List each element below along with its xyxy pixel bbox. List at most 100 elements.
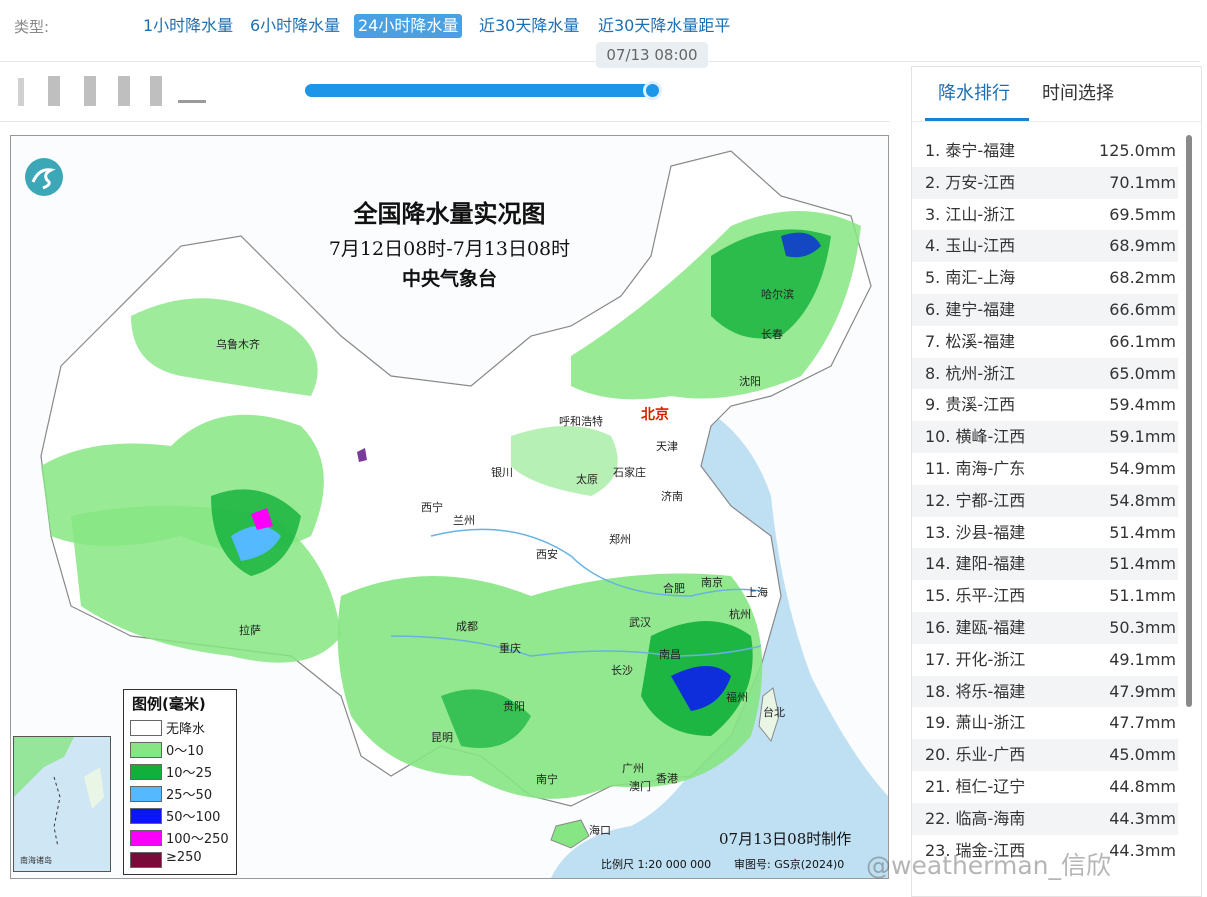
left-divider (0, 121, 890, 122)
ranking-row[interactable]: 8. 杭州-浙江 65.0mm (912, 357, 1178, 390)
legend-item: ≥250 (130, 849, 230, 870)
ranking-scrollbar[interactable] (1186, 135, 1192, 707)
time-slider-track[interactable] (305, 84, 657, 97)
city-label: 台北 (763, 706, 785, 719)
city-label: 南昌 (659, 648, 681, 661)
time-tooltip: 07/13 08:00 (596, 42, 708, 68)
legend-item: 25～50 (130, 783, 230, 804)
city-label: 杭州 (729, 608, 751, 621)
ranking-row[interactable]: 6. 建宁-福建 66.6mm (912, 293, 1178, 326)
city-label: 呼和浩特 (559, 415, 603, 428)
ranking-row[interactable]: 22. 临高-海南 44.3mm (912, 802, 1178, 835)
ranking-row[interactable]: 7. 松溪-福建 66.1mm (925, 331, 1176, 351)
tab-30d-precip[interactable]: 近30天降水量 (479, 16, 580, 35)
city-label: 石家庄 (613, 466, 646, 479)
city-label: 太原 (576, 473, 598, 486)
south-china-sea-inset: 南海诸岛 (13, 736, 111, 872)
tab-precip-ranking[interactable]: 降水排行 (938, 83, 1010, 104)
blurred-controls (18, 74, 208, 110)
ranking-row[interactable]: 20. 乐业-广西 45.0mm (912, 739, 1178, 771)
legend-item: 100～250 (130, 827, 230, 848)
ranking-row[interactable]: 1. 泰宁-福建 125.0mm (925, 141, 1176, 160)
ranking-row[interactable]: 2. 万安-江西 70.1mm (912, 166, 1178, 199)
legend-item: 0～10 (130, 739, 230, 760)
ranking-row[interactable]: 23. 瑞金-江西 44.3mm (925, 840, 1176, 860)
ranking-row[interactable]: 13. 沙县-福建 51.4mm (925, 522, 1176, 542)
legend-swatch (130, 764, 162, 780)
city-label: 兰州 (453, 514, 475, 527)
city-label: 成都 (456, 620, 478, 633)
legend-item: 50～100 (130, 805, 230, 826)
city-label: 南宁 (536, 773, 558, 786)
city-label: 重庆 (499, 642, 521, 655)
city-label: 昆明 (431, 731, 453, 744)
tab-6h-precip[interactable]: 6小时降水量 (250, 16, 341, 35)
legend-swatch (130, 786, 162, 802)
legend-swatch (130, 852, 162, 868)
map-review-number: 审图号: GS京(2024)0 (734, 858, 845, 871)
city-label: 广州 (622, 762, 644, 775)
ranking-row[interactable]: 18. 将乐-福建 47.9mm (912, 675, 1178, 708)
tab-1h-precip[interactable]: 1小时降水量 (143, 16, 234, 35)
ranking-row[interactable]: 14. 建阳-福建 51.4mm (912, 548, 1178, 581)
precip-map: 全国降水量实况图 7月12日08时-7月13日08时 中央气象台 乌鲁木齐 哈尔… (10, 135, 889, 879)
cma-logo-icon (25, 158, 63, 196)
legend-swatch (130, 742, 162, 758)
city-label: 长春 (761, 328, 783, 341)
city-label: 郑州 (609, 533, 631, 546)
ranking-row[interactable]: 15. 乐平-江西 51.1mm (925, 586, 1176, 606)
ranking-row[interactable]: 16. 建瓯-福建 50.3mm (912, 611, 1178, 644)
tab-24h-precip[interactable]: 24小时降水量 (354, 14, 463, 38)
tab-time-select[interactable]: 时间选择 (1042, 83, 1114, 104)
ranking-panel: 降水排行 时间选择 1. 泰宁-福建 125.0mm 2. 万安-江西 70.1mm… (911, 66, 1202, 897)
city-label: 西安 (536, 548, 558, 561)
ranking-row[interactable]: 5. 南汇-上海 68.2mm (925, 268, 1176, 288)
city-label: 济南 (661, 490, 683, 503)
city-label: 天津 (656, 440, 678, 453)
city-label: 长沙 (611, 664, 633, 677)
city-label: 香港 (656, 772, 678, 785)
legend-swatch (130, 720, 162, 736)
map-org: 中央气象台 (401, 268, 497, 290)
city-label: 福州 (726, 691, 748, 704)
time-slider-handle[interactable] (643, 81, 662, 100)
map-period: 7月12日08时-7月13日08时 (328, 238, 571, 260)
city-label: 澳门 (629, 780, 651, 793)
city-label: 武汉 (629, 616, 651, 629)
type-label: 类型: (14, 18, 50, 36)
city-label: 南京 (701, 576, 723, 589)
ranking-row[interactable]: 21. 桓仁-辽宁 44.8mm (925, 776, 1176, 796)
legend-swatch (130, 830, 162, 846)
city-label-beijing: 北京 (641, 407, 669, 423)
city-label: 拉萨 (239, 624, 261, 637)
map-scale: 比例尺 1:20 000 000 (601, 858, 712, 871)
city-label: 贵阳 (503, 700, 525, 713)
map-legend: 图例(毫米) 无降水 0～10 10～25 25～50 50～100 100～2… (123, 689, 237, 875)
legend-item: 无降水 (130, 717, 230, 738)
ranking-row[interactable]: 3. 江山-浙江 69.5mm (925, 204, 1176, 224)
map-title: 全国降水量实况图 (353, 199, 546, 228)
city-label: 银川 (491, 466, 513, 479)
city-label: 合肥 (663, 582, 685, 595)
city-label: 西宁 (421, 501, 443, 514)
ranking-row[interactable]: 10. 横峰-江西 59.1mm (912, 421, 1178, 453)
city-label: 上海 (746, 586, 768, 599)
city-label: 乌鲁木齐 (216, 338, 260, 351)
legend-item: 10～25 (130, 761, 230, 782)
ranking-row[interactable]: 17. 开化-浙江 49.1mm (925, 649, 1176, 669)
ranking-row[interactable]: 19. 萧山-浙江 47.7mm (925, 713, 1176, 733)
watermark: @weatherman_信欣 (866, 851, 1112, 880)
city-label: 沈阳 (739, 375, 761, 388)
ranking-row[interactable]: 12. 宁都-江西 54.8mm (912, 484, 1178, 517)
map-graphic (40, 150, 888, 878)
city-label: 海口 (589, 824, 611, 837)
tab-30d-anomaly[interactable]: 近30天降水量距平 (598, 16, 731, 35)
inset-label: 南海诸岛 (20, 856, 52, 865)
city-label: 哈尔滨 (761, 288, 794, 301)
legend-swatch (130, 808, 162, 824)
panel-divider (912, 121, 1201, 122)
made-time: 07月13日08时制作 (719, 830, 852, 848)
ranking-row[interactable]: 11. 南海-广东 54.9mm (925, 458, 1176, 478)
ranking-row[interactable]: 9. 贵溪-江西 59.4mm (925, 395, 1176, 415)
ranking-row[interactable]: 4. 玉山-江西 68.9mm (912, 230, 1178, 263)
